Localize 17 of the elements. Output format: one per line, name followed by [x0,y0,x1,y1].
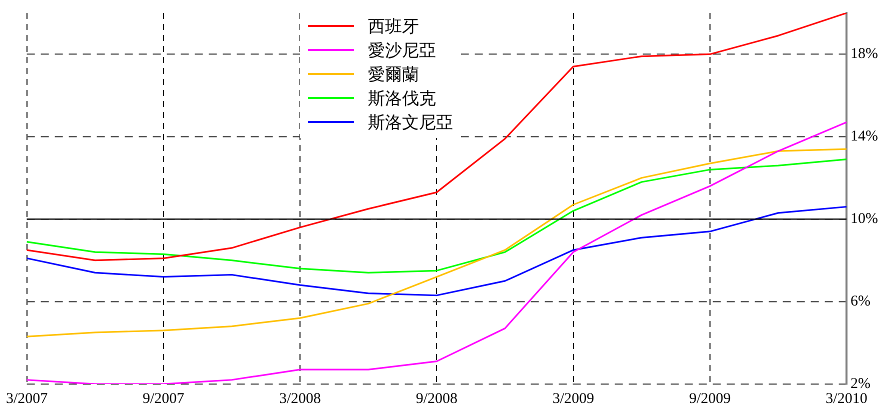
x-tick-label: 3/2009 [552,390,594,407]
y-tick-label: 2% [850,376,871,392]
y-tick-label: 10% [850,211,878,228]
legend-label: 斯洛伐克 [368,88,436,110]
legend-label: 愛爾蘭 [368,64,419,86]
x-tick-label: 3/2010 [826,390,868,407]
legend-label: 愛沙尼亞 [368,40,436,62]
legend-label: 西班牙 [368,16,419,38]
legend-label: 斯洛文尼亞 [368,112,453,134]
x-tick-label: 9/2009 [689,390,731,407]
x-tick-label: 3/2008 [279,390,321,407]
y-tick-label: 14% [850,128,878,145]
x-tick-label: 9/2008 [416,390,458,407]
y-tick-label: 18% [850,46,878,62]
x-tick-label: 9/2007 [142,390,185,407]
y-tick-label: 6% [850,293,871,310]
x-tick-label: 3/2007 [6,390,48,407]
